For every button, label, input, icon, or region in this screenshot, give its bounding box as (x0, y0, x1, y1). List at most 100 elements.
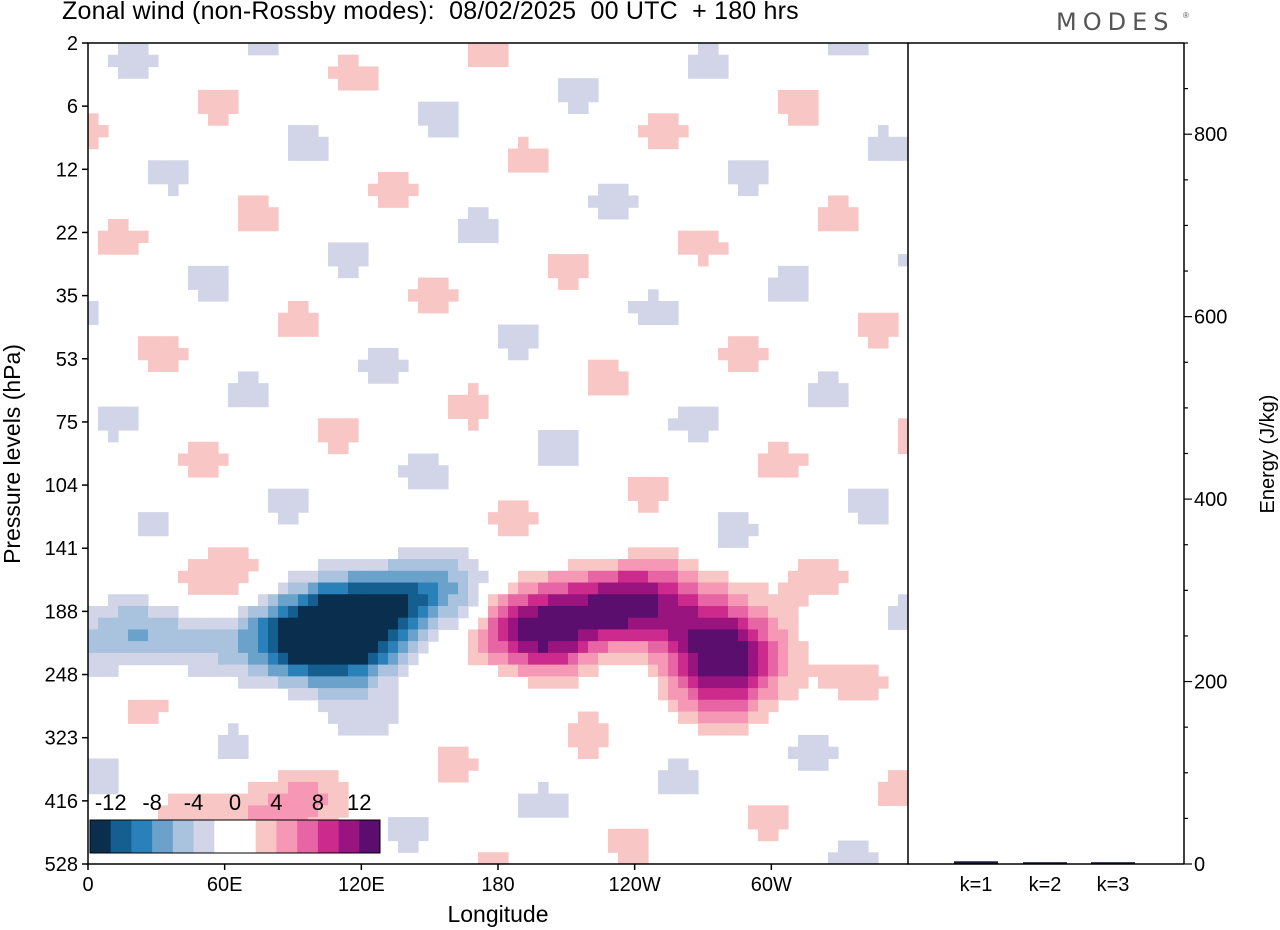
heatmap-cell (358, 652, 369, 666)
heatmap-cell (148, 160, 159, 173)
bar-category-label: k=1 (960, 874, 993, 896)
heatmap-cell (198, 582, 209, 595)
heatmap-cell (878, 125, 889, 138)
heatmap-cell (738, 652, 749, 666)
heatmap-cell (448, 570, 459, 584)
heatmap-cell (188, 277, 199, 290)
heatmap-cell (138, 347, 149, 361)
heatmap-cell (528, 570, 539, 584)
longitude-tick-label: 120W (609, 874, 661, 896)
heatmap-cell (388, 617, 399, 631)
heatmap-cell (748, 676, 759, 689)
heatmap-cell (318, 148, 329, 161)
heatmap-cell (388, 711, 399, 724)
heatmap-cell (528, 676, 539, 689)
heatmap-cell (658, 113, 669, 126)
heatmap-cell (408, 840, 419, 853)
heatmap-cell (208, 805, 219, 818)
heatmap-cell (328, 664, 339, 677)
heatmap-cell (328, 793, 339, 806)
heatmap-cell (348, 559, 359, 572)
heatmap-cell (118, 652, 129, 666)
heatmap-cell (598, 641, 609, 654)
heatmap-cell (138, 629, 149, 642)
heatmap-cell (558, 89, 569, 103)
heatmap-cell (858, 840, 869, 853)
heatmap-cell (608, 582, 619, 595)
heatmap-cell (378, 594, 389, 607)
heatmap-cell (768, 629, 779, 642)
registered-mark: ® (1183, 11, 1189, 20)
heatmap-cell (528, 605, 539, 619)
heatmap-cell (428, 629, 439, 642)
heatmap-cell (848, 500, 859, 513)
heatmap-cell (398, 570, 409, 584)
heatmap-cell (348, 582, 359, 595)
heatmap-cell (688, 582, 699, 595)
heatmap-cell (708, 641, 719, 654)
heatmap-cell (328, 781, 339, 795)
heatmap-cell (348, 242, 359, 255)
heatmap-cell (658, 688, 669, 701)
heatmap-cell (858, 488, 869, 502)
heatmap-cell (418, 547, 429, 560)
heatmap-cell (298, 770, 309, 783)
heatmap-cell (578, 664, 589, 677)
heatmap-cell (738, 347, 749, 361)
heatmap-cell (678, 570, 689, 584)
heatmap-cell (688, 711, 699, 724)
heatmap-cell (448, 547, 459, 560)
heatmap-cell (168, 617, 179, 631)
heatmap-cell (508, 160, 519, 173)
heatmap-cell (808, 664, 819, 677)
heatmap-cell (218, 652, 229, 666)
heatmap-cell (418, 594, 429, 607)
heatmap-cell (508, 664, 519, 677)
heatmap-cell (108, 781, 119, 795)
heatmap-cell (788, 664, 799, 677)
heatmap-cell (888, 148, 899, 161)
energy-bar (1023, 862, 1067, 864)
heatmap-cell (708, 594, 719, 607)
heatmap-cell (188, 559, 199, 572)
heatmap-cell (218, 547, 229, 560)
heatmap-cell (458, 594, 469, 607)
heatmap-cell (298, 781, 309, 795)
heatmap-cell (718, 699, 729, 713)
heatmap-cell (248, 781, 259, 795)
heatmap-cell (668, 559, 679, 572)
heatmap-cell (618, 852, 629, 864)
heatmap-cell (318, 781, 329, 795)
heatmap-cell (88, 652, 99, 666)
heatmap-cell (698, 254, 709, 267)
heatmap-cell (638, 641, 649, 654)
heatmap-cell (698, 43, 709, 56)
heatmap-cell (238, 394, 249, 408)
heatmap-cell (288, 594, 299, 607)
heatmap-cell (678, 758, 689, 771)
heatmap-cell (738, 664, 749, 677)
heatmap-cell (368, 629, 379, 642)
heatmap-cell (698, 594, 709, 607)
heatmap-cell (178, 641, 189, 654)
heatmap-cell (138, 699, 149, 713)
heatmap-cell (128, 652, 139, 666)
heatmap-cell (628, 629, 639, 642)
heatmap-cell (528, 160, 539, 173)
heatmap-cell (258, 781, 269, 795)
heatmap-cell (528, 641, 539, 654)
heatmap-cell (808, 559, 819, 572)
heatmap-cell (358, 78, 369, 91)
heatmap-cell (748, 172, 759, 185)
heatmap-cell (448, 289, 459, 302)
heatmap-cell (788, 453, 799, 466)
heatmap-cell (858, 43, 869, 56)
heatmap-cell (138, 336, 149, 349)
heatmap-cell (398, 183, 409, 197)
heatmap-cell (368, 617, 379, 631)
heatmap-cell (108, 629, 119, 642)
heatmap-cell (218, 570, 229, 584)
heatmap-cell (298, 324, 309, 337)
heatmap-cell (278, 324, 289, 337)
heatmap-cell (838, 43, 849, 56)
